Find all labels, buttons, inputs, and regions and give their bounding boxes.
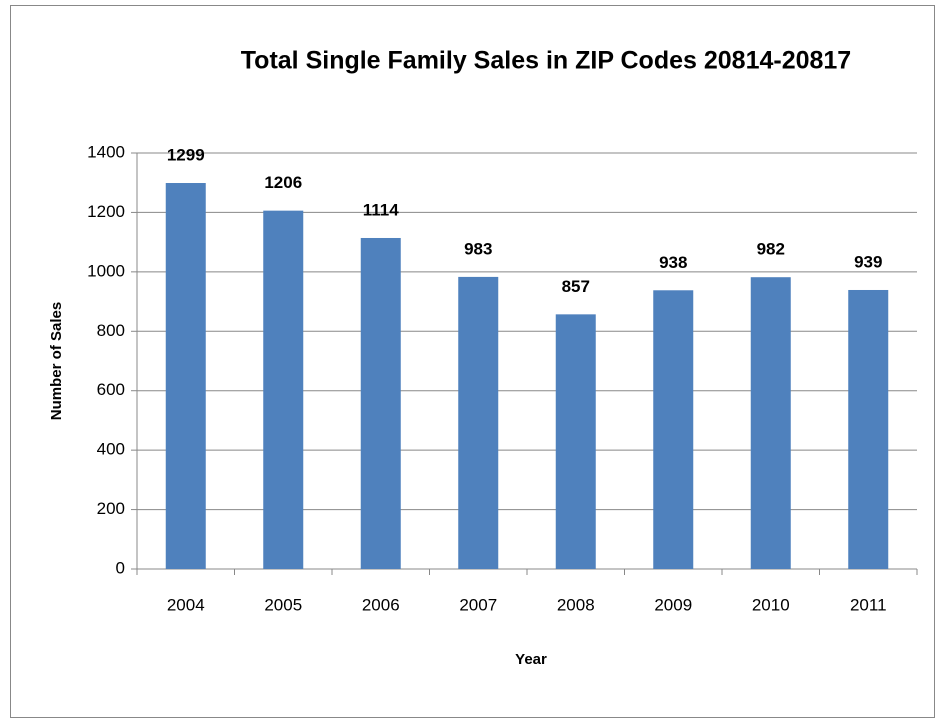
bar bbox=[750, 277, 791, 569]
y-tick-label: 1000 bbox=[87, 261, 125, 280]
x-tick-label: 2007 bbox=[459, 595, 497, 614]
data-label: 1206 bbox=[264, 173, 302, 192]
bar bbox=[555, 314, 596, 569]
data-label: 1114 bbox=[363, 200, 399, 219]
data-label: 857 bbox=[562, 277, 590, 296]
bar bbox=[360, 237, 401, 570]
bar bbox=[848, 289, 889, 569]
x-tick-label: 2011 bbox=[850, 595, 887, 614]
bar bbox=[263, 210, 304, 569]
data-label: 939 bbox=[854, 252, 882, 271]
bar bbox=[458, 276, 499, 569]
y-tick-label: 1200 bbox=[87, 202, 125, 221]
chart-title: Total Single Family Sales in ZIP Codes 2… bbox=[241, 47, 851, 75]
x-tick-label: 2010 bbox=[752, 595, 790, 614]
data-label: 982 bbox=[757, 240, 785, 259]
data-label: 983 bbox=[464, 239, 492, 258]
y-tick-label: 200 bbox=[97, 499, 125, 518]
y-tick-label: 800 bbox=[97, 321, 125, 340]
y-axis-title: Number of Sales bbox=[48, 302, 65, 420]
x-tick-label: 2009 bbox=[654, 595, 692, 614]
y-tick-label: 400 bbox=[97, 440, 125, 459]
x-tick-label: 2005 bbox=[264, 595, 302, 614]
y-tick-label: 600 bbox=[97, 380, 125, 399]
data-label: 1299 bbox=[167, 145, 205, 164]
bar bbox=[653, 290, 694, 569]
x-axis-title: Year bbox=[515, 651, 547, 668]
y-tick-label: 1400 bbox=[87, 142, 125, 161]
bar bbox=[165, 183, 206, 570]
x-tick-label: 2006 bbox=[362, 595, 400, 614]
x-tick-label: 2008 bbox=[557, 595, 595, 614]
x-tick-label: 2004 bbox=[167, 595, 205, 614]
y-tick-label: 0 bbox=[116, 558, 125, 577]
data-label: 938 bbox=[659, 253, 687, 272]
